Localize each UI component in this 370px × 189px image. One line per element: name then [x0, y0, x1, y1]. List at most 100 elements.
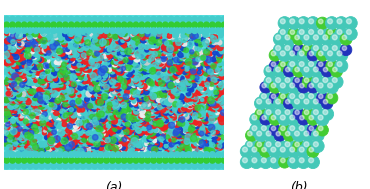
Circle shape	[67, 95, 72, 100]
Circle shape	[54, 45, 60, 50]
Circle shape	[304, 99, 309, 104]
Circle shape	[217, 88, 221, 91]
Circle shape	[123, 52, 128, 57]
Circle shape	[273, 139, 286, 153]
Circle shape	[273, 33, 286, 46]
Circle shape	[219, 119, 225, 125]
Circle shape	[185, 38, 188, 42]
Circle shape	[4, 106, 8, 111]
Circle shape	[54, 61, 60, 67]
Circle shape	[216, 90, 223, 96]
Circle shape	[207, 132, 211, 136]
Circle shape	[123, 100, 127, 104]
Circle shape	[121, 139, 125, 143]
Circle shape	[6, 148, 12, 153]
Circle shape	[205, 38, 210, 43]
Circle shape	[97, 85, 101, 89]
Circle shape	[50, 108, 54, 112]
Circle shape	[57, 149, 60, 153]
Circle shape	[194, 134, 198, 139]
Circle shape	[4, 28, 9, 33]
Circle shape	[198, 57, 203, 62]
Circle shape	[139, 85, 143, 88]
Circle shape	[188, 95, 194, 100]
Circle shape	[78, 94, 81, 97]
Circle shape	[295, 142, 299, 147]
Circle shape	[179, 111, 185, 117]
Circle shape	[266, 78, 271, 83]
Circle shape	[34, 108, 37, 111]
Circle shape	[90, 84, 95, 90]
Circle shape	[273, 108, 286, 121]
Circle shape	[70, 56, 75, 61]
Circle shape	[28, 52, 32, 56]
Circle shape	[25, 64, 31, 70]
Circle shape	[290, 51, 295, 56]
Circle shape	[154, 36, 158, 40]
Circle shape	[15, 83, 22, 90]
Circle shape	[93, 79, 99, 85]
Circle shape	[47, 88, 52, 93]
Circle shape	[264, 75, 277, 88]
Circle shape	[73, 130, 77, 134]
Circle shape	[293, 76, 305, 88]
Circle shape	[21, 157, 27, 163]
Circle shape	[33, 34, 37, 39]
Circle shape	[110, 146, 115, 151]
Circle shape	[306, 17, 319, 30]
Circle shape	[6, 132, 11, 137]
Circle shape	[177, 59, 182, 64]
Circle shape	[193, 97, 197, 102]
Circle shape	[197, 70, 201, 74]
Circle shape	[189, 87, 194, 92]
Circle shape	[154, 45, 159, 51]
Circle shape	[33, 132, 38, 137]
Circle shape	[170, 108, 174, 112]
Circle shape	[79, 137, 84, 142]
Circle shape	[53, 86, 56, 90]
Circle shape	[155, 66, 161, 71]
Circle shape	[164, 125, 168, 129]
Circle shape	[210, 86, 213, 90]
Circle shape	[74, 124, 80, 131]
Circle shape	[121, 16, 127, 22]
Circle shape	[3, 48, 7, 52]
Circle shape	[17, 136, 21, 140]
Circle shape	[76, 31, 80, 36]
Circle shape	[4, 80, 9, 84]
Circle shape	[168, 42, 171, 45]
Circle shape	[193, 110, 196, 113]
Circle shape	[330, 75, 343, 88]
Circle shape	[150, 43, 156, 49]
Circle shape	[276, 78, 280, 83]
Circle shape	[70, 115, 76, 121]
Circle shape	[127, 22, 133, 28]
Circle shape	[307, 145, 319, 157]
Circle shape	[17, 70, 21, 74]
Circle shape	[137, 97, 141, 102]
Circle shape	[130, 116, 136, 122]
Circle shape	[68, 135, 73, 140]
Circle shape	[221, 22, 227, 28]
Circle shape	[56, 102, 60, 105]
Circle shape	[193, 59, 198, 64]
Circle shape	[149, 35, 155, 41]
Circle shape	[302, 76, 314, 88]
Circle shape	[39, 28, 45, 33]
Circle shape	[80, 42, 84, 46]
Circle shape	[27, 163, 33, 169]
Circle shape	[216, 50, 222, 56]
Circle shape	[211, 126, 216, 131]
Circle shape	[135, 142, 140, 148]
Circle shape	[147, 108, 154, 114]
Circle shape	[17, 96, 23, 103]
Circle shape	[74, 44, 78, 49]
Circle shape	[219, 64, 222, 67]
Circle shape	[112, 100, 116, 104]
Circle shape	[167, 50, 172, 55]
Circle shape	[201, 37, 205, 41]
Circle shape	[304, 78, 309, 83]
Circle shape	[89, 116, 92, 119]
Circle shape	[5, 109, 10, 114]
Circle shape	[128, 81, 133, 86]
